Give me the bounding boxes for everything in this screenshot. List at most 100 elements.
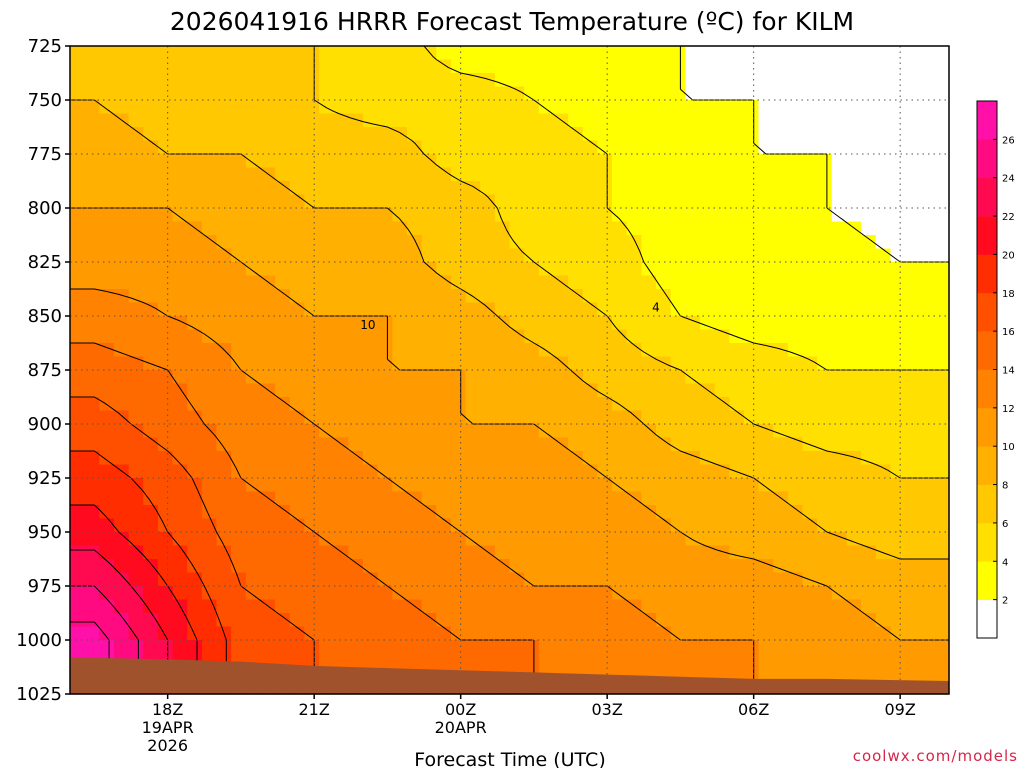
field-cell (172, 545, 188, 560)
field-cell (187, 181, 203, 196)
field-cell (494, 383, 511, 398)
field-cell (568, 518, 584, 533)
field-cell (187, 46, 203, 61)
field-cell (831, 424, 848, 439)
field-cell (377, 248, 393, 263)
field-cell (333, 46, 349, 61)
field-cell (685, 167, 701, 182)
y-tick-label: 925 (28, 468, 62, 489)
field-cell (875, 262, 891, 277)
field-cell (84, 410, 100, 425)
field-cell (524, 437, 540, 452)
field-cell (787, 154, 804, 169)
field-cell (465, 248, 481, 263)
field-cell (421, 73, 437, 88)
field-cell (377, 316, 393, 331)
field-cell (465, 653, 481, 668)
field-cell (905, 599, 921, 614)
field-cell (421, 100, 437, 115)
field-cell (758, 100, 774, 115)
field-cell (553, 100, 569, 115)
field-cell (919, 73, 935, 88)
field-cell (875, 491, 891, 506)
field-cell (480, 289, 496, 304)
field-cell (597, 559, 613, 574)
field-cell (509, 248, 525, 263)
field-cell (84, 167, 100, 182)
field-cell (128, 167, 144, 182)
field-cell (538, 154, 555, 169)
field-cell (157, 181, 174, 196)
field-cell (231, 154, 247, 169)
field-cell (626, 532, 642, 547)
field-cell (348, 194, 364, 209)
field-cell (289, 59, 305, 74)
field-cell (143, 397, 159, 412)
field-cell (187, 532, 203, 547)
field-cell (670, 100, 686, 115)
field-cell (846, 167, 862, 182)
field-cell (846, 518, 862, 533)
field-cell (377, 559, 393, 574)
field-cell (641, 653, 657, 668)
field-cell (99, 140, 115, 155)
field-cell (260, 478, 276, 493)
field-cell (626, 154, 642, 169)
field-cell (187, 545, 203, 560)
field-cell (846, 127, 862, 142)
field-cell (714, 451, 730, 466)
field-cell (465, 113, 481, 128)
field-cell (538, 478, 555, 493)
field-cell (861, 532, 877, 547)
field-cell (905, 424, 921, 439)
field-cell (157, 46, 174, 61)
field-cell (84, 545, 100, 560)
field-cell (773, 559, 789, 574)
field-cell (99, 626, 115, 641)
x-tick-label: 18Z (152, 700, 183, 719)
field-cell (143, 464, 159, 479)
field-cell (685, 289, 701, 304)
field-cell (99, 181, 115, 196)
credit-link[interactable]: coolwx.com/models (853, 747, 1018, 765)
field-cell (773, 437, 789, 452)
field-cell (348, 410, 364, 425)
field-cell (406, 397, 423, 412)
field-cell (99, 262, 115, 277)
field-cell (216, 73, 232, 88)
field-cell (553, 559, 569, 574)
field-cell (875, 410, 891, 425)
field-cell (699, 410, 716, 425)
field-cell (289, 343, 305, 358)
field-cell (406, 613, 423, 628)
field-cell (568, 59, 584, 74)
field-cell (392, 478, 408, 493)
field-cell (509, 100, 525, 115)
field-cell (582, 181, 598, 196)
field-cell (494, 329, 511, 344)
field-cell (699, 329, 716, 344)
field-cell (465, 329, 481, 344)
field-cell (773, 329, 789, 344)
field-cell (333, 140, 349, 155)
field-cell (465, 640, 481, 655)
field-cell (509, 356, 525, 371)
field-cell (84, 329, 100, 344)
field-cell (436, 275, 452, 290)
field-cell (714, 383, 730, 398)
field-cell (143, 113, 159, 128)
field-cell (846, 653, 862, 668)
field-cell (421, 370, 437, 385)
field-cell (275, 437, 291, 452)
field-cell (831, 626, 848, 641)
field-cell (685, 275, 701, 290)
field-cell (685, 383, 701, 398)
field-cell (656, 316, 672, 331)
field-cell (861, 302, 877, 317)
field-cell (289, 559, 305, 574)
field-cell (465, 86, 481, 101)
field-cell (480, 626, 496, 641)
field-cell (934, 86, 950, 101)
field-cell (846, 437, 862, 452)
field-cell (333, 302, 349, 317)
